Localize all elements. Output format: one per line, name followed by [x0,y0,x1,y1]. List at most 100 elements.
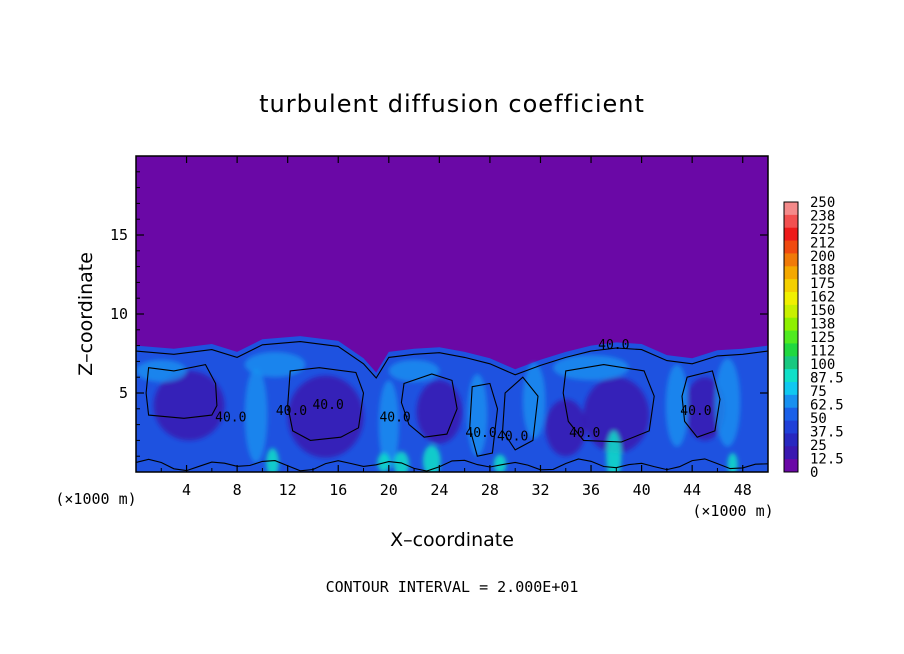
contour-interval-note: CONTOUR INTERVAL = 2.000E+01 [326,578,579,596]
y-tick-label: 10 [110,305,128,323]
x-axis-label: X–coordinate [390,529,514,551]
y-axis-ticks: 5 10 15 [110,171,768,457]
colorbar-label: 87.5 [810,371,844,387]
colorbar-swatch [784,407,798,421]
contour-label: 40.0 [680,404,711,419]
field-cell [714,358,741,447]
plot-area: 40.0 40.0 40.040.040.0 40.0 40.040.040.0 [136,156,768,472]
field-cell [378,380,399,469]
field-cell [244,367,268,463]
contour-lines [136,341,768,472]
contour-label: 40.0 [379,410,410,425]
x-tick-label: 32 [531,481,549,499]
contour-line [136,458,768,472]
field-cell [393,451,410,472]
field-cell [553,355,629,381]
colorbar-swatch [784,266,798,280]
colorbar-swatch [784,304,798,319]
colorbar-swatch [784,292,798,306]
colorbar-label: 138 [810,317,835,333]
field-cell [684,377,726,441]
x-tick-label: 16 [329,481,347,499]
colorbar-label: 12.5 [810,452,844,468]
colorbar-label: 25 [810,438,827,454]
x-axis-ticks: 4 8 12 16 20 24 28 32 36 40 44 48 [160,156,752,499]
x-tick-label: 28 [481,481,499,499]
colorbar-swatch [784,369,798,383]
contour-label: 40.0 [312,398,343,413]
colorbar-swatch [784,202,798,216]
field-structures [136,351,741,472]
field-cell [493,454,507,472]
contour-line [469,382,499,457]
x-tick-label: 36 [582,481,600,499]
colorbar-swatch [784,214,798,229]
contour-label: 40.0 [276,404,307,419]
colorbar-frame [783,201,799,473]
contour-line [502,376,539,451]
chart-title: turbulent diffusion coefficient [259,90,645,118]
field-cell [422,445,441,472]
colorbar-label: 175 [810,276,835,292]
field-cell [522,362,546,439]
field-cell [266,448,279,472]
colorbar-label: 250 [810,195,835,211]
x-tick-label: 20 [380,481,398,499]
contour-line [562,364,655,443]
contour-labels: 40.0 40.0 40.040.040.0 40.0 40.040.040.0 [215,338,711,445]
colorbar-swatch [784,382,798,396]
colorbar-label: 112 [810,344,835,360]
colorbar-label: 200 [810,249,835,265]
field-cell [388,359,440,382]
colorbar-swatch [784,240,798,254]
colorbar-label: 62.5 [810,398,844,414]
colorbar-swatch [784,433,798,447]
contour-label: 40.0 [569,426,600,441]
colorbar-swatch [784,394,798,409]
contour-line [136,341,768,379]
colorbar-swatch [784,356,798,370]
diffusion-field [136,336,768,472]
colorbar-label: 100 [810,357,835,373]
colorbar-label: 225 [810,222,835,238]
colorbar-label: 0 [810,465,818,481]
field-cell [583,377,650,454]
colorbar-label: 75 [810,384,827,400]
x-tick-label: 4 [182,481,191,499]
colorbar-label: 162 [810,290,835,306]
contour-label: 40.0 [215,410,246,425]
field-cell [287,375,364,458]
y-tick-label: 5 [119,384,128,402]
colorbar-swatch [784,330,798,344]
colorbar-swatch [784,343,798,357]
field-cell [244,351,306,378]
field-cell [727,453,738,472]
x-tick-label: 40 [633,481,651,499]
x-tick-label: 8 [233,481,242,499]
colorbar-swatch [784,317,798,331]
field-cell [606,430,622,472]
colorbar-swatch [784,420,798,434]
colorbar: 2502382252122001881751621501381251121008… [783,195,844,481]
colorbar-label: 125 [810,330,835,346]
colorbar-label: 188 [810,263,835,279]
x-tick-label: 44 [683,481,701,499]
colorbar-swatch [784,459,798,473]
colorbar-swatch [784,253,798,267]
contour-label: 40.0 [497,429,528,444]
field-cell [153,370,225,441]
contour-line [287,367,365,441]
x-tick-label: 48 [734,481,752,499]
field-cell [545,399,586,457]
contour-label: 40.0 [598,338,629,353]
field-cell [136,359,187,382]
field-cell [665,364,689,447]
x-tick-label: 12 [279,481,297,499]
x-tick-label: 24 [430,481,448,499]
y-axis-label: Z–coordinate [75,252,97,376]
contour-label: 40.0 [465,426,496,441]
colorbar-swatch [784,446,798,460]
colorbar-label: 238 [810,209,835,225]
contour-line [400,373,458,438]
